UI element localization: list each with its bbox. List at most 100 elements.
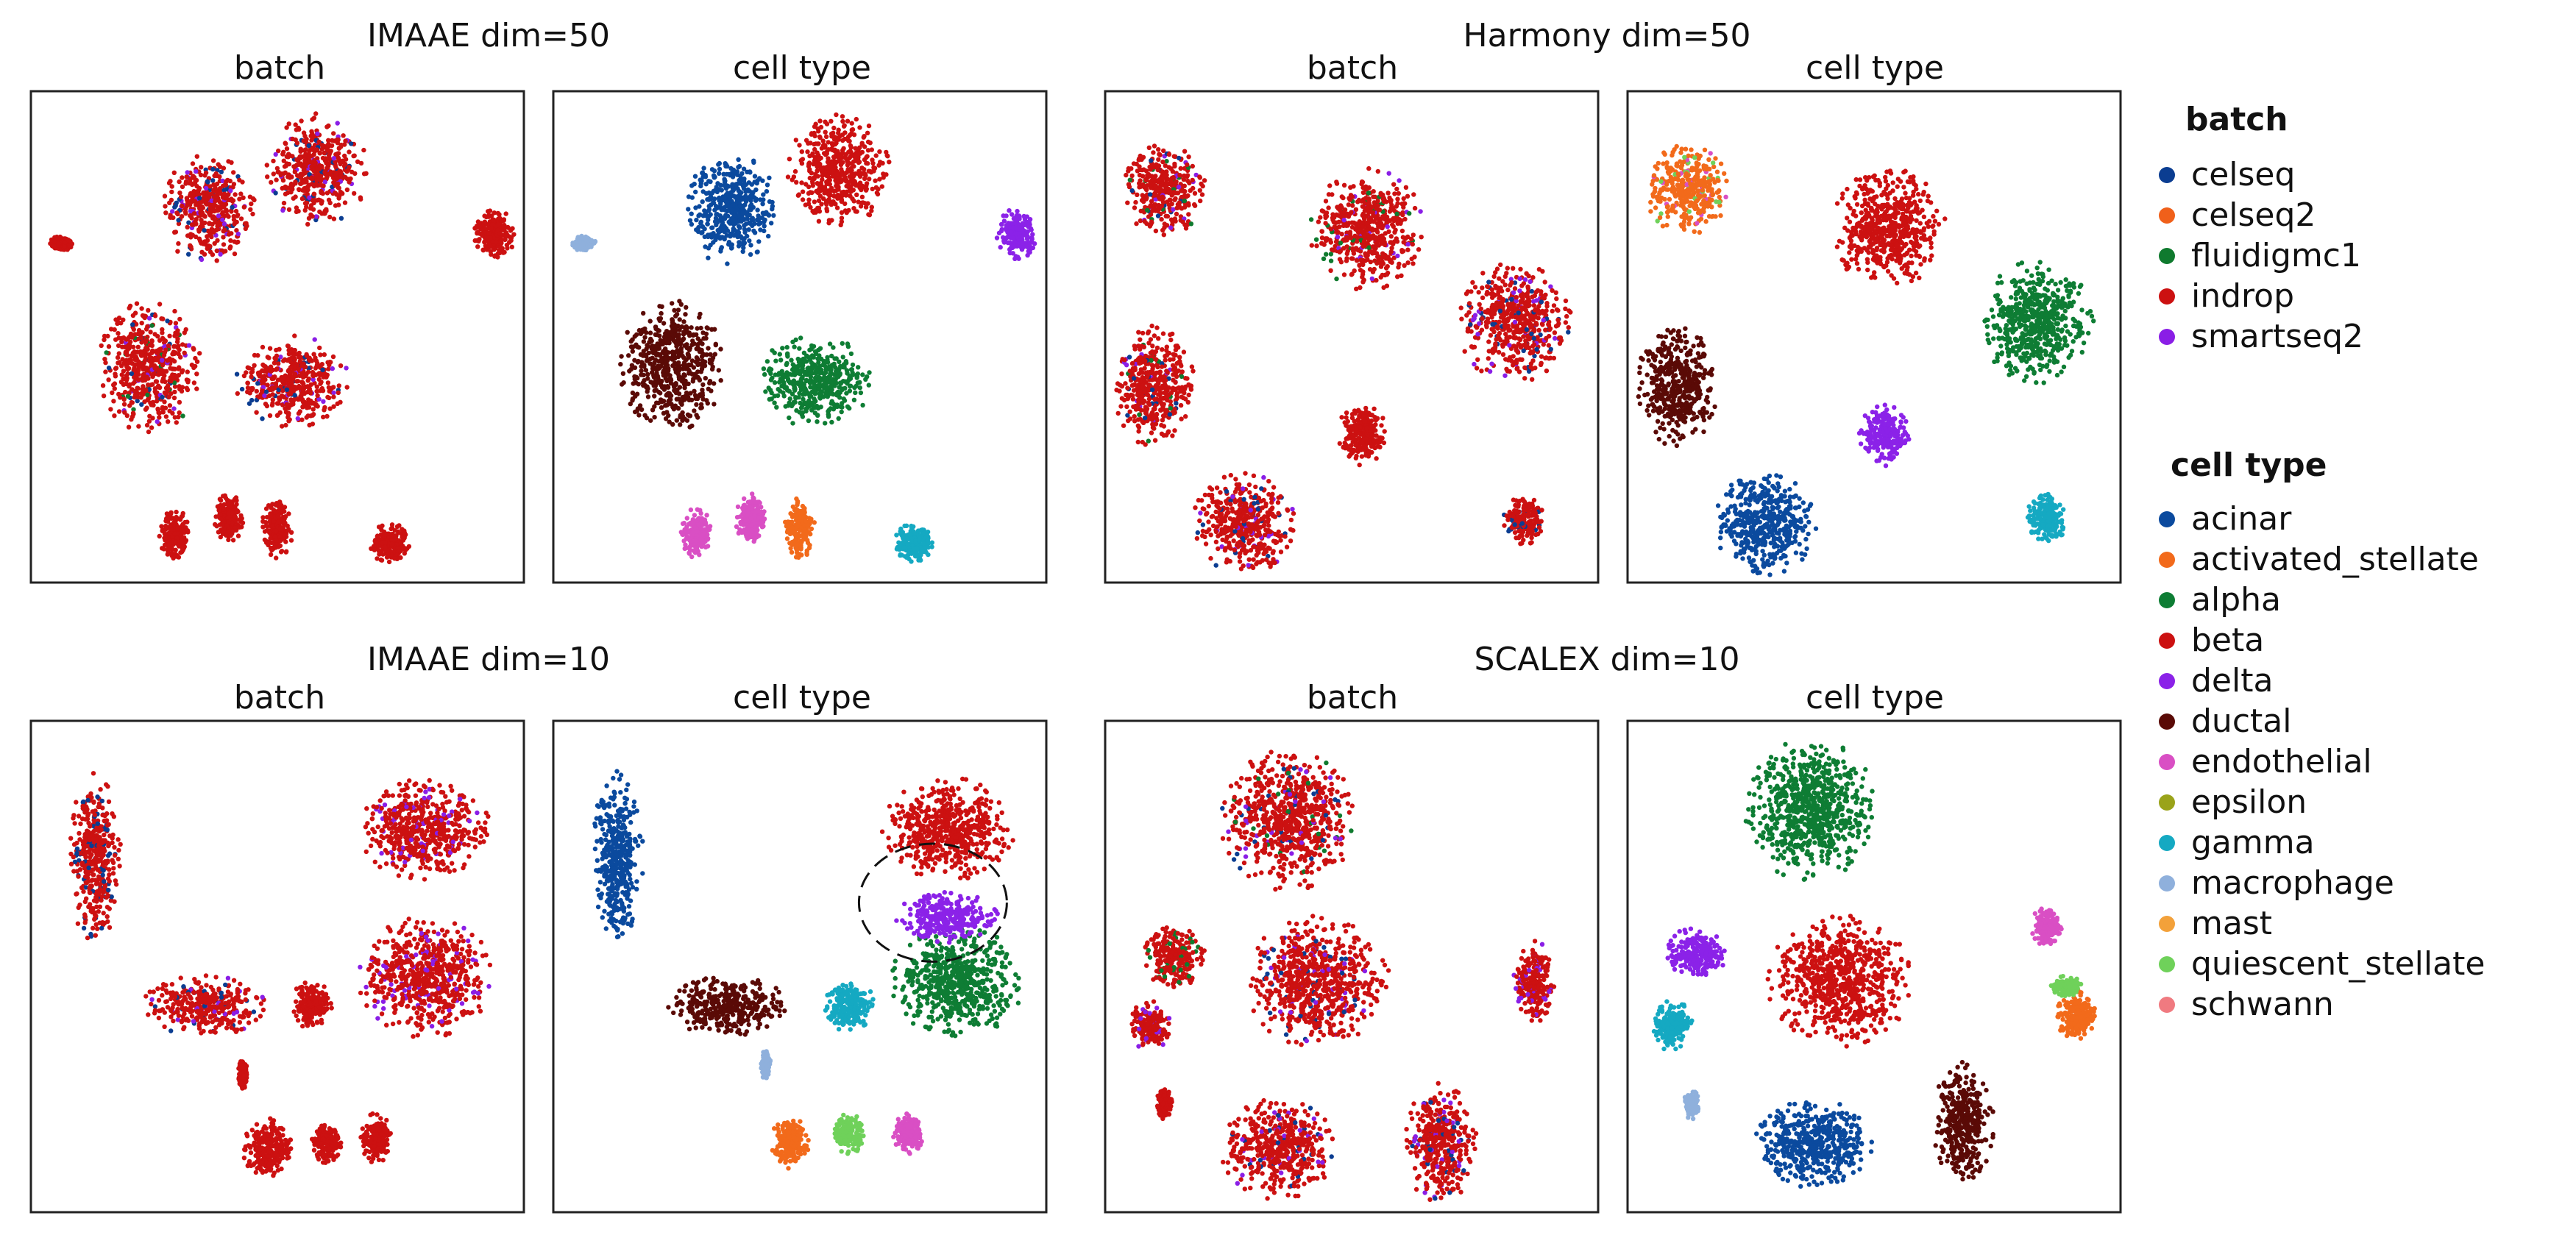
cell-point — [174, 204, 178, 208]
cell-point — [156, 348, 160, 352]
cell-point — [697, 315, 701, 319]
cell-point — [164, 414, 168, 419]
cell-point — [252, 198, 256, 202]
cell-point — [128, 304, 132, 308]
cell-point — [313, 366, 318, 370]
cell-point — [174, 540, 178, 544]
cell-point — [116, 335, 121, 340]
cell-point — [723, 183, 727, 188]
cell-point — [319, 380, 323, 384]
cell-point — [283, 141, 288, 146]
cell-point — [166, 395, 171, 399]
cell-point — [185, 196, 189, 200]
cluster-indrop-3 — [48, 235, 74, 252]
cell-point — [289, 538, 294, 542]
cell-point — [309, 164, 313, 168]
cell-point — [132, 332, 137, 336]
cell-point — [648, 318, 653, 323]
cell-point — [228, 244, 233, 249]
cell-point — [176, 352, 180, 356]
cell-point — [864, 155, 868, 160]
cell-point — [149, 323, 154, 327]
cell-point — [239, 524, 244, 529]
cell-point — [126, 360, 130, 365]
cell-point — [210, 167, 215, 171]
cell-point — [708, 379, 712, 383]
cell-point — [867, 177, 871, 181]
cell-point — [812, 199, 817, 204]
cell-point — [208, 249, 213, 254]
cell-point — [712, 201, 716, 205]
cell-point — [661, 373, 666, 377]
cell-point — [383, 541, 387, 545]
cell-point — [642, 335, 647, 339]
cell-point — [163, 210, 168, 215]
cell-point — [661, 321, 666, 325]
cell-point — [751, 205, 756, 210]
cell-point — [755, 250, 759, 255]
cell-point — [641, 311, 645, 316]
cell-point — [274, 538, 278, 543]
cell-point — [379, 558, 383, 562]
cell-point — [177, 365, 181, 369]
cell-point — [488, 208, 492, 213]
cell-point — [153, 356, 157, 360]
cell-point — [747, 238, 751, 243]
cell-point — [840, 114, 845, 118]
cell-point — [635, 376, 639, 380]
cell-point — [194, 169, 198, 174]
cell-point — [111, 399, 116, 403]
cell-point — [710, 357, 714, 362]
cell-point — [375, 534, 380, 538]
cell-point — [313, 111, 318, 115]
cell-point — [160, 379, 164, 383]
cell-point — [675, 312, 679, 316]
cell-point — [817, 219, 821, 224]
cell-point — [185, 170, 190, 174]
cell-point — [177, 410, 182, 415]
cell-point — [218, 186, 222, 191]
cell-point — [180, 369, 185, 373]
cell-point — [352, 171, 357, 176]
cell-point — [294, 205, 299, 210]
cell-point — [654, 371, 659, 375]
cell-point — [249, 374, 253, 379]
cell-point — [760, 202, 764, 206]
cell-point — [305, 405, 309, 410]
cell-point — [314, 389, 319, 394]
cell-point — [194, 202, 198, 207]
cell-point — [796, 193, 801, 198]
group-title-imaae-10: IMAAE dim=10 — [367, 641, 610, 678]
cell-point — [330, 366, 335, 371]
cell-point — [221, 210, 225, 214]
cell-point — [226, 530, 230, 534]
cell-point — [194, 386, 199, 391]
cell-point — [397, 523, 401, 527]
cell-point — [287, 162, 291, 166]
cell-point — [731, 186, 735, 191]
cell-point — [475, 230, 479, 235]
cell-point — [68, 243, 72, 248]
cell-point — [683, 312, 687, 316]
cell-point — [734, 207, 739, 211]
cell-point — [179, 538, 183, 543]
cell-point — [656, 364, 660, 369]
cell-point — [290, 154, 294, 158]
cell-point — [175, 332, 180, 336]
cluster-indrop-1 — [163, 154, 257, 263]
cell-point — [659, 316, 663, 321]
cell-point — [313, 173, 318, 177]
cell-point — [160, 527, 165, 532]
cell-point — [694, 332, 698, 337]
cell-point — [166, 383, 170, 388]
cell-point — [573, 245, 578, 249]
cell-point — [62, 244, 66, 249]
cell-point — [402, 546, 406, 550]
cell-point — [112, 413, 116, 418]
cell-point — [803, 182, 808, 186]
cell-point — [139, 402, 143, 407]
cell-point — [288, 366, 293, 370]
cell-point — [231, 170, 235, 174]
cell-point — [278, 384, 283, 388]
cell-point — [995, 235, 999, 240]
